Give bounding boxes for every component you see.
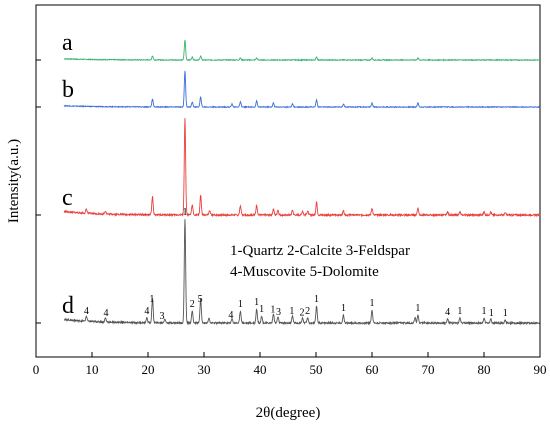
peak-label: 2 — [190, 299, 195, 310]
peak-label: 1 — [482, 306, 487, 317]
x-tick-label: 30 — [198, 362, 211, 377]
peak-label: 4 — [445, 307, 450, 318]
x-tick-label: 90 — [534, 362, 547, 377]
plot-frame — [35, 4, 541, 358]
peak-label: 1 — [415, 303, 420, 314]
peak-label: 1 — [259, 304, 264, 315]
x-axis-ticks: 0 10 20 30 40 50 60 70 80 90 — [33, 352, 547, 377]
peak-label: 2 — [305, 306, 310, 317]
series-line-d — [63, 219, 541, 326]
legend-line-1: 1-Quartz 2-Calcite 3-Feldspar — [230, 243, 410, 259]
peak-label: 1 — [238, 299, 243, 310]
peak-label: 1 — [341, 303, 346, 314]
y-axis-title: Intensity(a.u.) — [6, 139, 22, 223]
peak-label: 4 — [104, 308, 109, 319]
x-tick-label: 40 — [254, 362, 267, 377]
x-tick-label: 0 — [33, 362, 40, 377]
peak-label: 1 — [182, 207, 187, 218]
peak-label: 1 — [370, 298, 375, 309]
legend-line-2: 4-Muscovite 5-Dolomite — [230, 264, 379, 280]
x-tick-label: 20 — [142, 362, 155, 377]
series-line-b — [63, 70, 541, 109]
peak-label: 5 — [198, 294, 203, 305]
y-axis-ticks — [36, 59, 41, 324]
series-label-d: d — [62, 293, 74, 319]
series-label-b: b — [62, 77, 74, 103]
peak-label: 1 — [149, 294, 154, 305]
x-tick-label: 60 — [366, 362, 379, 377]
peak-label: 1 — [489, 308, 494, 319]
peak-label: 1 — [457, 306, 462, 317]
peak-label: 3 — [160, 311, 165, 322]
x-axis-title: 2θ(degree) — [256, 405, 321, 421]
peak-label: 4 — [84, 306, 89, 317]
peak-label: 2 — [300, 307, 305, 318]
x-tick-label: 70 — [422, 362, 435, 377]
peak-label: 4 — [228, 310, 233, 321]
peak-label: 3 — [276, 307, 281, 318]
peak-label: 4 — [144, 306, 149, 317]
peak-label: 1 — [314, 294, 319, 305]
peak-label: 1 — [270, 305, 275, 316]
series-label-a: a — [62, 30, 73, 56]
peak-label: 1 — [289, 306, 294, 317]
series-label-c: c — [62, 185, 73, 211]
x-tick-label: 10 — [86, 362, 99, 377]
series-line-a — [63, 40, 540, 62]
peak-label: 1 — [254, 297, 259, 308]
series-layer: ab c d — [62, 30, 541, 326]
x-tick-label: 80 — [478, 362, 491, 377]
series-line-c — [63, 118, 541, 218]
peak-label: 1 — [503, 308, 508, 319]
x-tick-label: 50 — [310, 362, 323, 377]
